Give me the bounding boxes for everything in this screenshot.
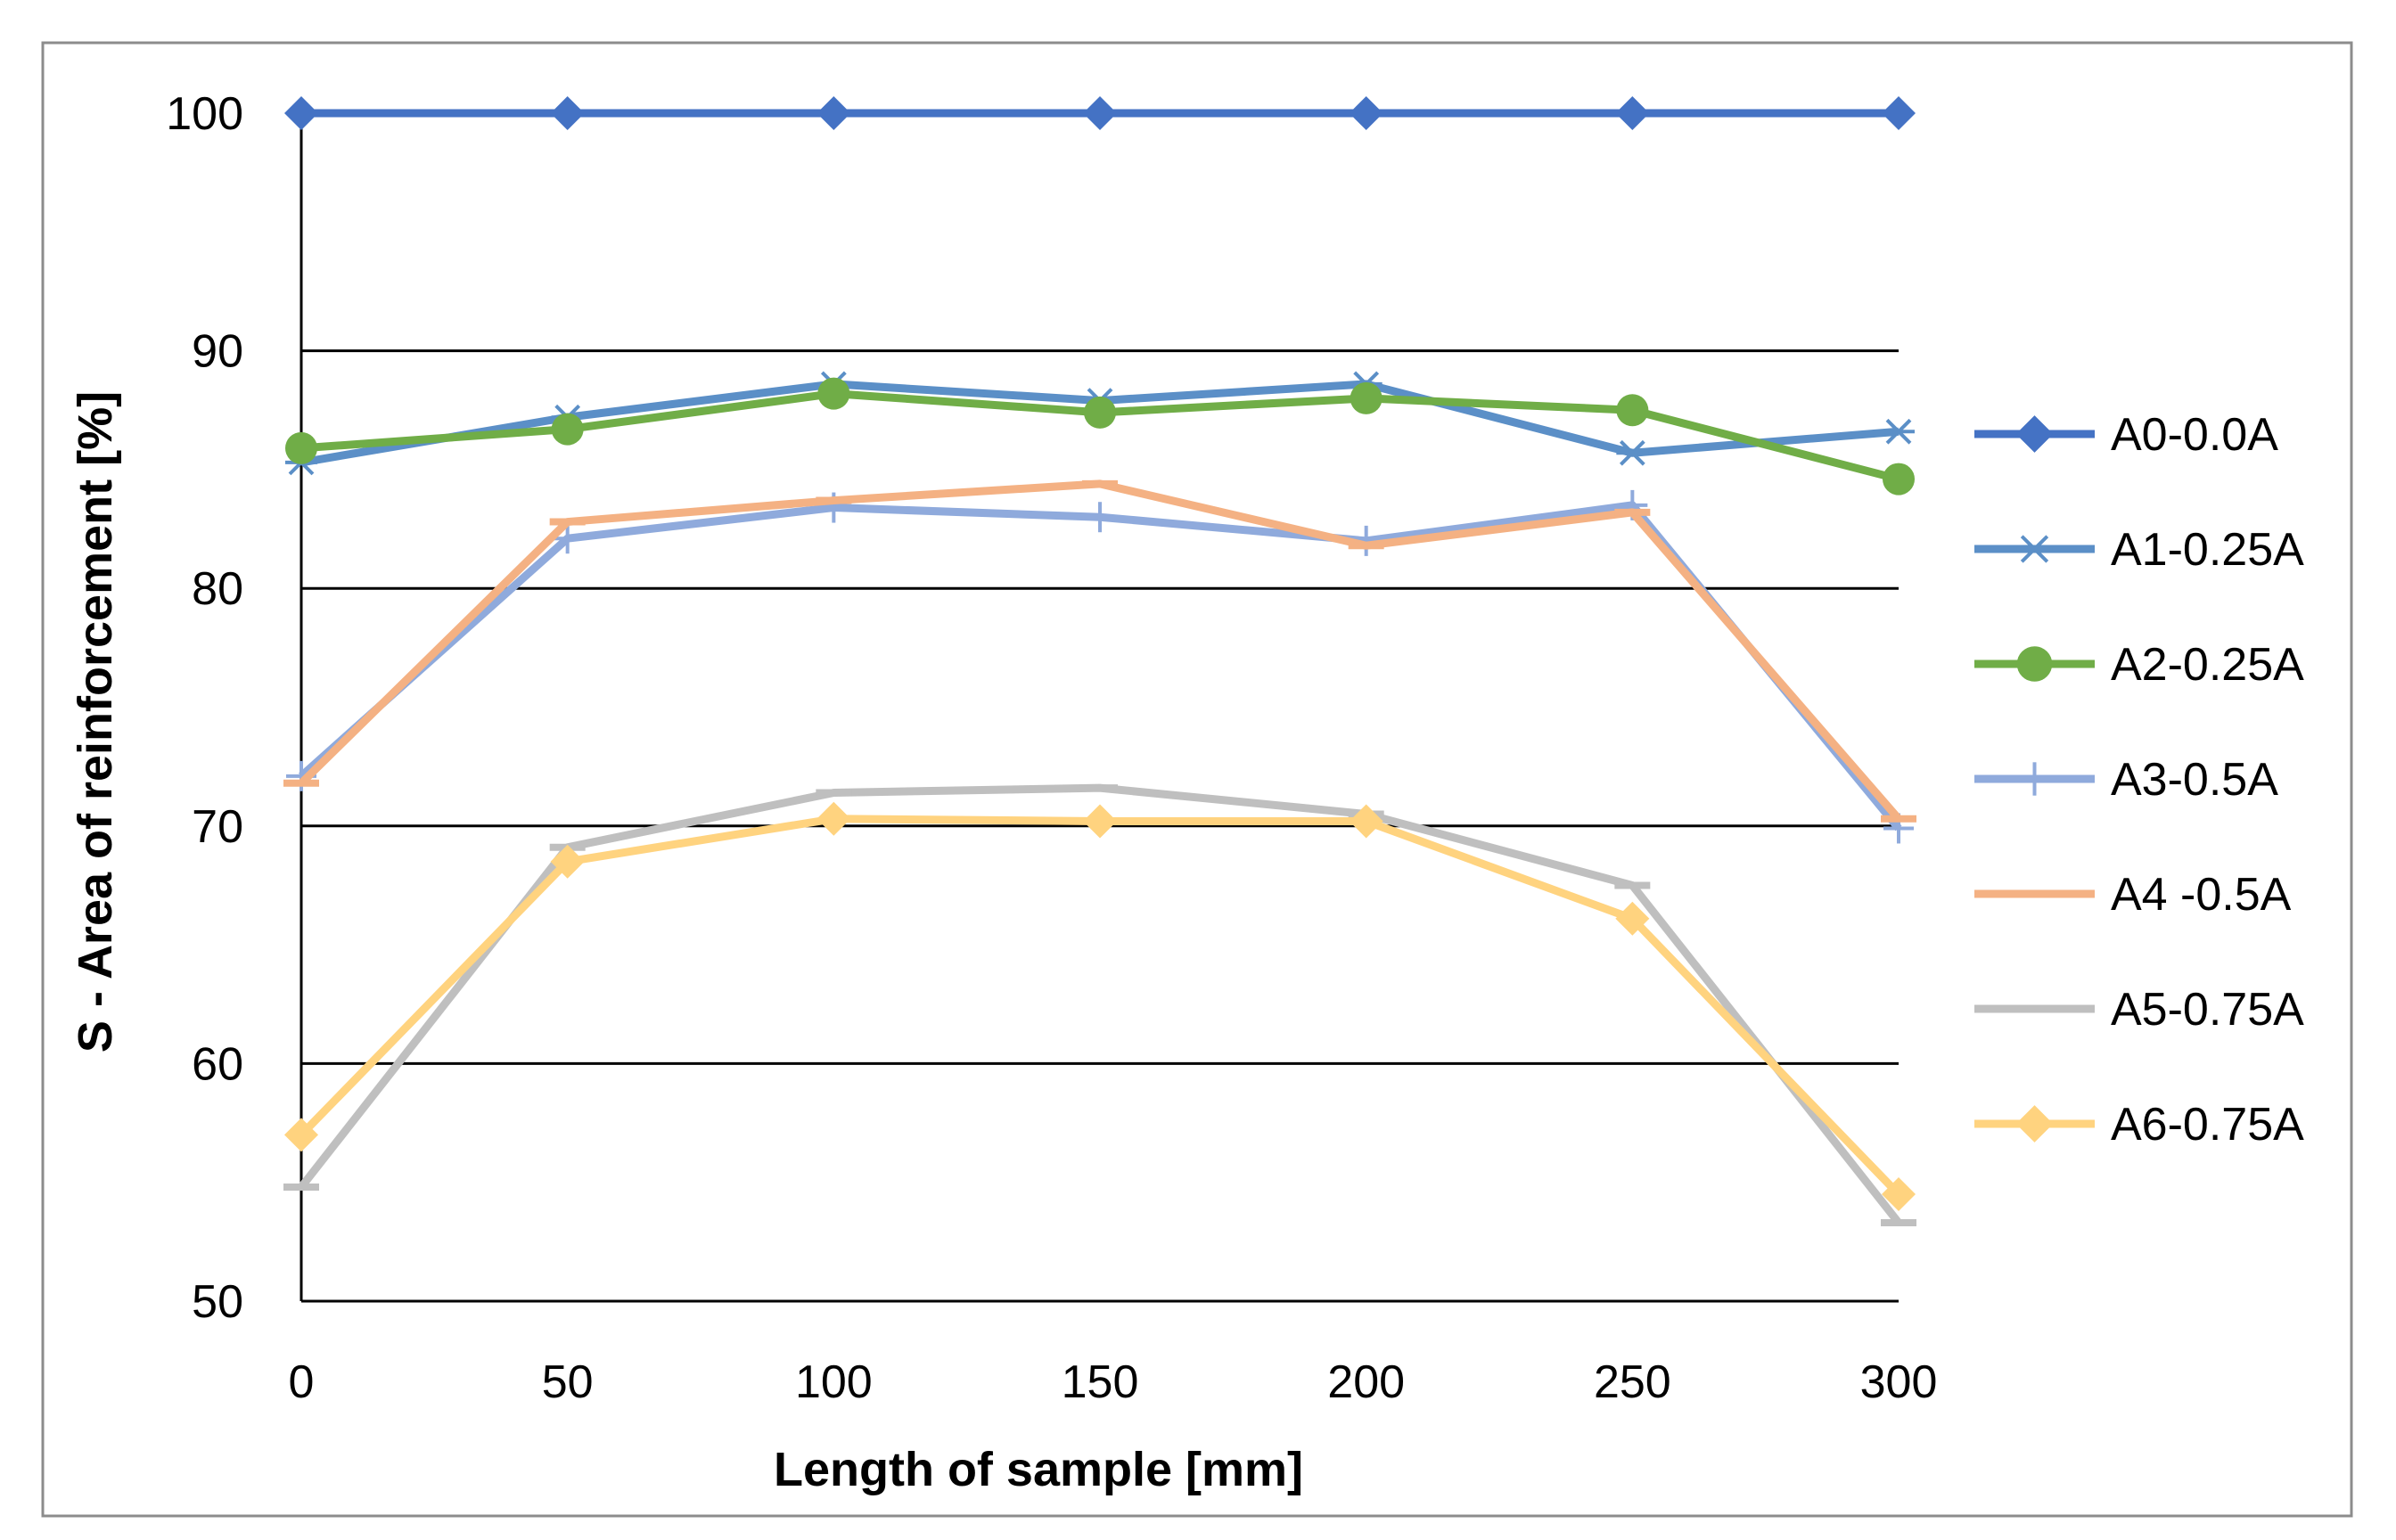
legend-item-5: A5-0.75A — [1974, 984, 2304, 1036]
legend-label: A6-0.75A — [2111, 1099, 2304, 1151]
x-tick-label: 100 — [795, 1356, 873, 1408]
legend-label: A0-0.0A — [2111, 409, 2278, 461]
legend-marker — [2015, 415, 2054, 453]
series-0 — [284, 96, 1916, 130]
marker-stroke — [2020, 535, 2049, 563]
legend-item-6: A6-0.75A — [1974, 1099, 2304, 1151]
data-point — [1616, 439, 1649, 466]
y-tick-label: 80 — [192, 563, 243, 615]
x-axis-title: Length of sample [mm] — [774, 1443, 1303, 1496]
x-tick-label: 300 — [1860, 1356, 1938, 1408]
data-point — [550, 844, 585, 879]
series-2 — [285, 377, 1915, 496]
y-tick-label: 70 — [192, 801, 243, 853]
legend-label: A5-0.75A — [2111, 984, 2304, 1036]
legend-label: A2-0.25A — [2111, 639, 2304, 691]
data-point — [1882, 96, 1916, 130]
data-point — [1083, 804, 1117, 839]
legend-marker — [2016, 535, 2053, 563]
marker-stroke — [1885, 418, 1912, 445]
legend-marker — [2016, 646, 2053, 682]
data-point — [817, 377, 850, 410]
series-3 — [286, 489, 1914, 844]
legend-label: A3-0.5A — [2111, 754, 2278, 806]
legend-item-2: A2-0.25A — [1974, 639, 2304, 691]
data-point — [1349, 804, 1383, 839]
data-point — [551, 413, 584, 446]
legend: A0-0.0A A1-0.25A A2-0.25A A3-0.5A A4 -0.5A A5… — [1974, 409, 2304, 1151]
legend-marker — [2015, 1105, 2054, 1143]
data-point — [284, 96, 318, 130]
legend-item-3: A3-0.5A — [1974, 754, 2278, 806]
x-tick-label: 250 — [1594, 1356, 1671, 1408]
data-point — [1616, 394, 1649, 427]
x-tick-label: 0 — [289, 1356, 315, 1408]
legend-item-4: A4 -0.5A — [1974, 869, 2292, 921]
data-point — [1615, 901, 1650, 936]
data-point — [284, 1118, 318, 1152]
data-point — [816, 96, 851, 130]
data-point — [550, 96, 585, 130]
data-point — [1083, 96, 1117, 130]
y-tick-label: 90 — [192, 326, 243, 378]
x-tick-label: 150 — [1062, 1356, 1139, 1408]
tick-labels: 50 60 70 80 90 100 0 50 100 150 200 250 300 — [166, 88, 1937, 1408]
marker-stroke — [1619, 439, 1645, 466]
data-point — [1883, 418, 1915, 445]
data-point — [1883, 463, 1915, 496]
data-point — [1615, 96, 1650, 130]
series-group — [283, 96, 1916, 1227]
data-point — [1085, 502, 1115, 533]
y-tick-label: 60 — [192, 1038, 243, 1090]
legend-label: A4 -0.5A — [2111, 869, 2292, 921]
legend-label: A1-0.25A — [2111, 524, 2304, 576]
data-point — [1882, 1177, 1916, 1212]
legend-item-0: A0-0.0A — [1974, 409, 2278, 461]
legend-item-1: A1-0.25A — [1974, 524, 2304, 576]
y-tick-label: 100 — [166, 88, 243, 140]
data-point — [1084, 396, 1116, 429]
x-tick-label: 200 — [1327, 1356, 1405, 1408]
data-point — [1349, 96, 1383, 130]
series-4 — [283, 479, 1916, 823]
legend-marker — [2017, 762, 2052, 796]
y-tick-label: 50 — [192, 1276, 243, 1328]
data-point — [816, 801, 851, 836]
y-axis-title: S - Area of reinforcement [%] — [69, 391, 122, 1053]
data-point — [1350, 381, 1383, 414]
chart-border — [41, 41, 2353, 1518]
data-point — [552, 523, 583, 554]
x-tick-label: 50 — [542, 1356, 594, 1408]
data-point — [285, 431, 317, 464]
series-6 — [284, 801, 1916, 1212]
